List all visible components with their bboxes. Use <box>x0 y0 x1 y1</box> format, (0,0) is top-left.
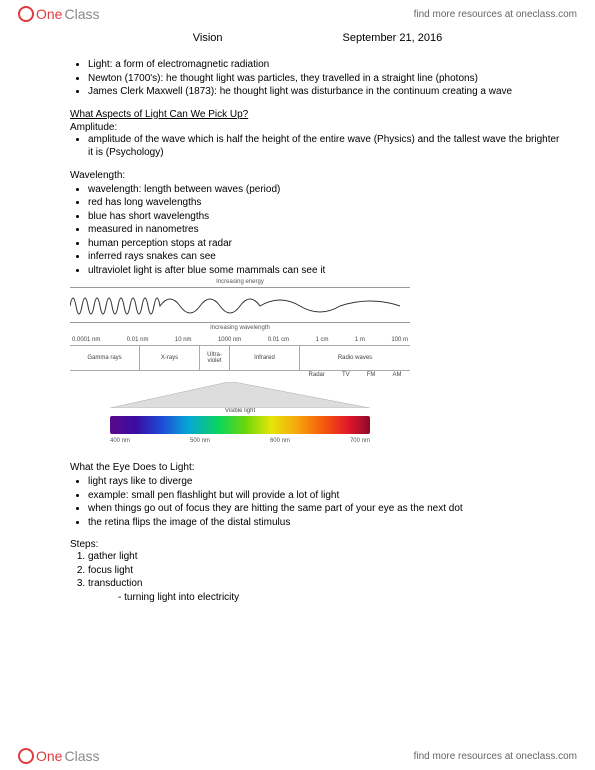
list-item: example: small pen flashlight but will p… <box>88 489 565 503</box>
logo-circle-icon <box>18 6 34 22</box>
scale-tick: 1 m <box>355 337 365 343</box>
visible-cone <box>70 382 410 408</box>
wave-icon <box>70 288 410 324</box>
step-item: transduction <box>88 577 565 591</box>
brand-logo-footer: OneClass <box>18 748 99 764</box>
scale-tick: 0.0001 nm <box>72 337 100 343</box>
subband: AM <box>392 372 401 378</box>
step-sub-note: - turning light into electricity <box>118 591 565 605</box>
list-item: inferred rays snakes can see <box>88 250 565 264</box>
page-footer: OneClass find more resources at oneclass… <box>0 742 595 770</box>
scale-tick: 0.01 cm <box>268 337 289 343</box>
subband: Radar <box>309 372 325 378</box>
scale-tick: 1000 nm <box>218 337 241 343</box>
page-title: Vision <box>193 32 223 44</box>
section-heading-aspects: What Aspects of Light Can We Pick Up? <box>70 109 565 120</box>
list-item: wavelength: length between waves (period… <box>88 183 565 197</box>
intro-list: Light: a form of electromagnetic radiati… <box>70 58 565 99</box>
subband: FM <box>367 372 376 378</box>
steps-label: Steps: <box>70 539 565 550</box>
logo-circle-icon <box>18 748 34 764</box>
page-date: September 21, 2016 <box>343 32 443 44</box>
wave-row: Increasing energy <box>70 287 410 323</box>
footer-tagline: find more resources at oneclass.com <box>414 751 577 762</box>
scale-tick: 100 m <box>391 337 408 343</box>
list-item: James Clerk Maxwell (1873): he thought l… <box>88 85 565 99</box>
scale-row: 0.0001 nm 0.01 nm 10 nm 1000 nm 0.01 cm … <box>70 335 410 345</box>
list-item: ultraviolet light is after blue some mam… <box>88 264 565 278</box>
list-item: amplitude of the wave which is half the … <box>88 133 565 160</box>
band-gamma: Gamma rays <box>70 346 140 370</box>
steps-list: gather light focus light transduction <box>70 550 565 591</box>
nm-tick: 500 nm <box>190 438 210 444</box>
band-uv: Ultra-violet <box>200 346 230 370</box>
section-heading-eye: What the Eye Does to Light: <box>70 462 565 473</box>
header-tagline: find more resources at oneclass.com <box>414 9 577 20</box>
wave-path <box>70 298 400 314</box>
amplitude-label: Amplitude: <box>70 122 565 133</box>
brand-logo: OneClass <box>18 6 99 22</box>
amplitude-list: amplitude of the wave which is half the … <box>70 133 565 160</box>
step-item: focus light <box>88 564 565 578</box>
logo-text-one: One <box>36 748 62 764</box>
logo-text-one: One <box>36 6 62 22</box>
energy-arrow-label: Increasing energy <box>212 279 268 285</box>
band-xray: X-rays <box>140 346 200 370</box>
scale-tick: 0.01 nm <box>127 337 149 343</box>
cone-icon <box>70 382 410 408</box>
wavelength-arrow-label: Increasing wavelength <box>70 325 410 331</box>
nm-tick: 400 nm <box>110 438 130 444</box>
em-spectrum-diagram: Increasing energy Increasing wavelength … <box>70 287 410 444</box>
wavelength-list: wavelength: length between waves (period… <box>70 183 565 278</box>
visible-light-label: Visible light <box>70 408 410 414</box>
scale-tick: 10 nm <box>175 337 192 343</box>
page-header: OneClass find more resources at oneclass… <box>0 0 595 28</box>
list-item: light rays like to diverge <box>88 475 565 489</box>
document-body: Vision September 21, 2016 Light: a form … <box>70 32 565 738</box>
list-item: the retina flips the image of the distal… <box>88 516 565 530</box>
list-item: Newton (1700's): he thought light was pa… <box>88 72 565 86</box>
title-row: Vision September 21, 2016 <box>70 32 565 44</box>
band-infrared: Infrared <box>230 346 300 370</box>
list-item: Light: a form of electromagnetic radiati… <box>88 58 565 72</box>
list-item: when things go out of focus they are hit… <box>88 502 565 516</box>
scale-tick: 1 cm <box>315 337 328 343</box>
band-row: Gamma rays X-rays Ultra-violet Infrared … <box>70 345 410 371</box>
eye-list: light rays like to diverge example: smal… <box>70 475 565 529</box>
list-item: blue has short wavelengths <box>88 210 565 224</box>
nm-tick: 700 nm <box>350 438 370 444</box>
logo-text-class: Class <box>64 748 99 764</box>
visible-spectrum-bar <box>110 416 370 434</box>
step-item: gather light <box>88 550 565 564</box>
list-item: measured in nanometres <box>88 223 565 237</box>
radio-subband-row: Radar TV FM AM <box>70 371 410 382</box>
subband: TV <box>342 372 350 378</box>
nm-row: 400 nm 500 nm 600 nm 700 nm <box>110 438 370 444</box>
list-item: red has long wavelengths <box>88 196 565 210</box>
nm-tick: 600 nm <box>270 438 290 444</box>
list-item: human perception stops at radar <box>88 237 565 251</box>
band-radio: Radio waves <box>300 346 410 370</box>
wavelength-label: Wavelength: <box>70 170 565 181</box>
logo-text-class: Class <box>64 6 99 22</box>
